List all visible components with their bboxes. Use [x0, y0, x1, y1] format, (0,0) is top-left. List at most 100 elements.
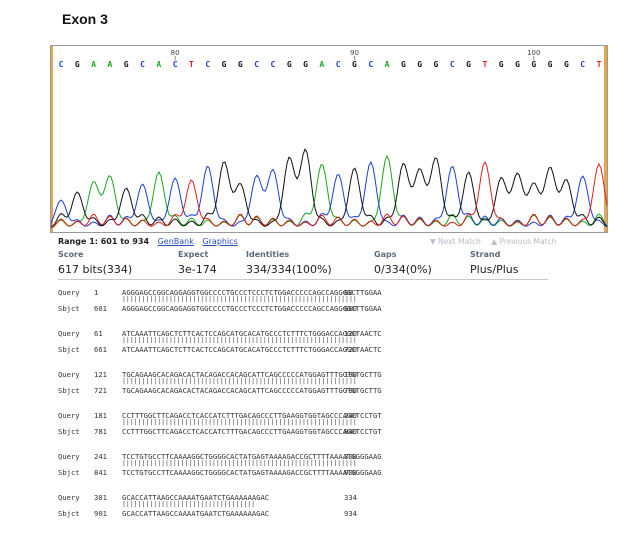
base-call: G [417, 60, 422, 69]
query-end: 120 [344, 329, 357, 338]
subject-sequence: AGGGAGCCGGCAGGAGGTGGCCCCTGCCCTCCCTCTGGAC… [122, 304, 382, 313]
position-mark: 80 [171, 49, 180, 57]
base-call: T [597, 60, 602, 69]
base-call: G [531, 60, 536, 69]
match-bars: ||||||||||||||||||||||||||||||||||||||||… [122, 418, 357, 426]
graphics-link[interactable]: Graphics [202, 237, 238, 246]
base-call: C [271, 60, 276, 69]
base-call: G [515, 60, 520, 69]
match-navigation: ▼ Next Match ▲ Previous Match [430, 237, 564, 246]
query-end: 334 [344, 493, 357, 502]
gaps-value: 0/334(0%) [374, 263, 432, 276]
chromatogram-trace: 80 90 100 C G A A G C A C T C G G C C G G A C G C A G G G C G T G G G G G C… [51, 49, 607, 229]
base-call: G [222, 60, 227, 69]
query-end: 180 [344, 370, 357, 379]
range-line: Range 1: 601 to 934 GenBank Graphics [58, 237, 238, 246]
base-call: G [434, 60, 439, 69]
match-bars: ||||||||||||||||||||||||||||||||||||||||… [122, 459, 357, 467]
base-call: G [303, 60, 308, 69]
query-label: Query [58, 493, 80, 502]
query-label: Query [58, 411, 80, 420]
subject-start: 601 [94, 304, 107, 313]
subject-start: 661 [94, 345, 107, 354]
query-start: 181 [94, 411, 107, 420]
base-call: C [59, 60, 64, 69]
subject-end: 780 [344, 386, 357, 395]
previous-match-link[interactable]: ▲ Previous Match [491, 237, 557, 246]
subject-start: 841 [94, 468, 107, 477]
subject-label: Sbjct [58, 304, 80, 313]
base-call: G [564, 60, 569, 69]
subject-sequence: CCTTTGGCTTCAGACCTCACCATCTTTGACAGCCCTTGAA… [122, 427, 382, 436]
query-label: Query [58, 329, 80, 338]
query-label: Query [58, 452, 80, 461]
strand-header: Strand [470, 250, 501, 259]
base-call: C [336, 60, 341, 69]
match-bars: ||||||||||||||||||||||||||||||||||||||||… [122, 295, 357, 303]
base-call: G [548, 60, 553, 69]
query-label: Query [58, 288, 80, 297]
page-title: Exon 3 [62, 11, 108, 27]
score-header: Score [58, 250, 84, 259]
subject-sequence: TGCAGAAGCACAGACACTACAGACCACAGCATTCAGCCCC… [122, 386, 382, 395]
base-call: G [466, 60, 471, 69]
query-sequence: GCACCATTAAGCCAAAATGAATCTGAAAAAAGAC [122, 493, 270, 502]
subject-start: 781 [94, 427, 107, 436]
query-end: 60 [344, 288, 353, 297]
base-call: C [140, 60, 145, 69]
base-call: C [368, 60, 373, 69]
base-call: G [499, 60, 504, 69]
query-end: 300 [344, 452, 357, 461]
trace-g [51, 148, 607, 228]
query-start: 1 [94, 288, 99, 297]
base-call: C [450, 60, 455, 69]
query-start: 61 [94, 329, 103, 338]
subject-end: 840 [344, 427, 357, 436]
subject-label: Sbjct [58, 509, 80, 518]
match-bars: ||||||||||||||||||||||||||||||||||||||||… [122, 336, 357, 344]
stats-divider [58, 279, 548, 280]
query-sequence: TCCTGTGCCTTCAAAAGGCTGGGGCACTATGAGTAAAAGA… [122, 452, 382, 461]
query-start: 241 [94, 452, 107, 461]
subject-label: Sbjct [58, 386, 80, 395]
position-mark: 90 [350, 49, 359, 57]
base-call: G [401, 60, 406, 69]
position-mark: 100 [527, 49, 540, 57]
subject-sequence: TCCTGTGCCTTCAAAAGGCTGGGGCACTATGAGTAAAAGA… [122, 468, 382, 477]
query-end: 240 [344, 411, 357, 420]
query-sequence: ATCAAATTCAGCTCTTCACTCCAGCATGCACATGCCCTCT… [122, 329, 382, 338]
query-start: 301 [94, 493, 107, 502]
subject-label: Sbjct [58, 468, 80, 477]
base-call: T [189, 60, 194, 69]
identities-value: 334/334(100%) [246, 263, 332, 276]
subject-sequence: ATCAAATTCAGCTCTTCACTCCAGCATGCACATGCCCTCT… [122, 345, 382, 354]
strand-value: Plus/Plus [470, 263, 519, 276]
base-call: C [580, 60, 585, 69]
expect-header: Expect [178, 250, 209, 259]
base-call: C [205, 60, 210, 69]
base-call: G [124, 60, 129, 69]
query-sequence: TGCAGAAGCACAGACACTACAGACCACAGCATTCAGCCCC… [122, 370, 382, 379]
subject-sequence: GCACCATTAAGCCAAAATGAATCTGAAAAAAGAC [122, 509, 270, 518]
base-call: A [156, 60, 161, 69]
base-call: A [319, 60, 324, 69]
subject-end: 720 [344, 345, 357, 354]
query-label: Query [58, 370, 80, 379]
subject-end: 900 [344, 468, 357, 477]
match-bars: ||||||||||||||||||||||||||||||||||||||||… [122, 377, 357, 385]
subject-label: Sbjct [58, 427, 80, 436]
subject-start: 721 [94, 386, 107, 395]
subject-end: 934 [344, 509, 357, 518]
subject-end: 660 [344, 304, 357, 313]
genbank-link[interactable]: GenBank [157, 237, 194, 246]
base-call: C [254, 60, 259, 69]
subject-start: 901 [94, 509, 107, 518]
identities-header: Identities [246, 250, 290, 259]
next-match-link[interactable]: ▼ Next Match [430, 237, 481, 246]
trace-left-marker [51, 46, 53, 232]
query-start: 121 [94, 370, 107, 379]
expect-value: 3e-174 [178, 263, 217, 276]
base-call: G [75, 60, 80, 69]
range-label: Range 1: 601 to 934 [58, 237, 150, 246]
subject-label: Sbjct [58, 345, 80, 354]
